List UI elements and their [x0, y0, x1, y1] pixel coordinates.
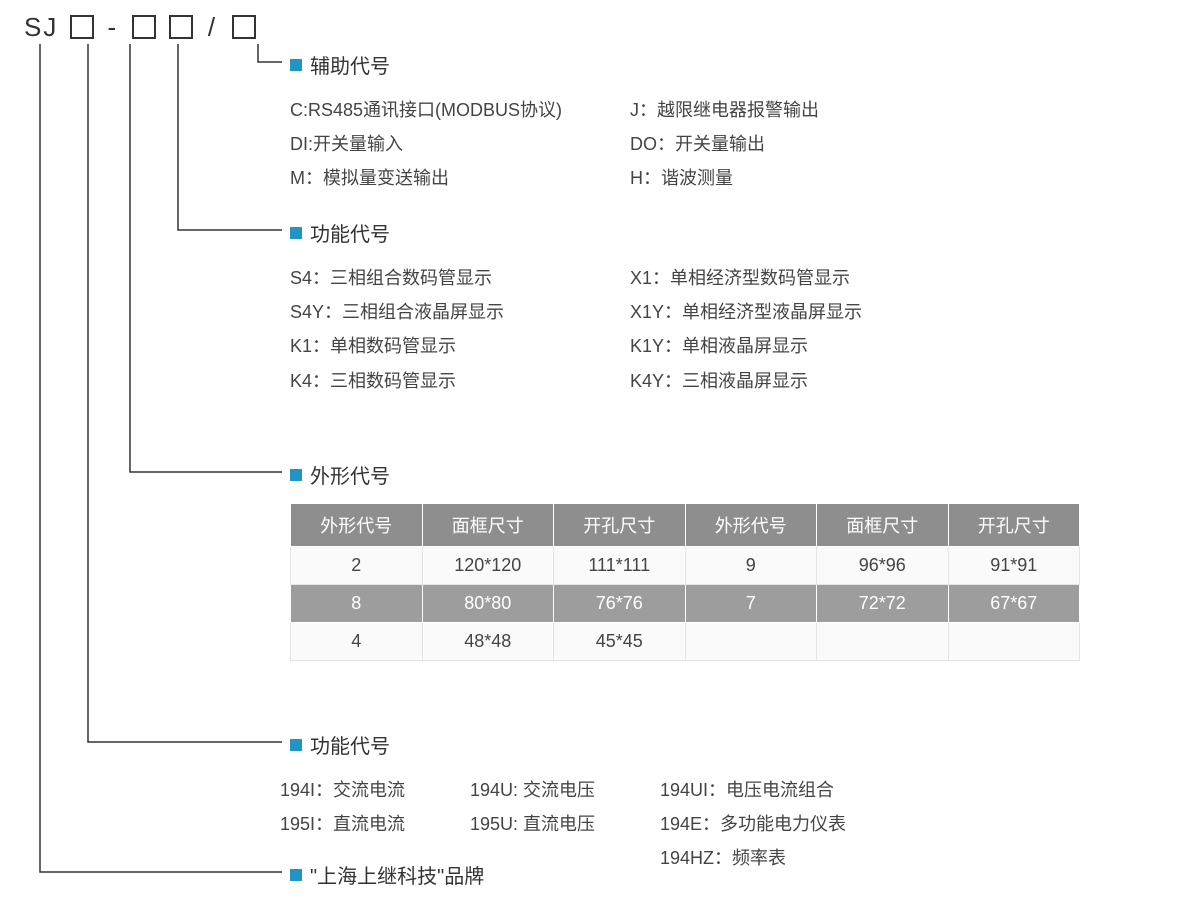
td: 45*45 — [554, 623, 686, 661]
td — [685, 623, 817, 661]
section-aux-title-row: 辅助代号 — [290, 50, 970, 79]
func1-item: K1：单相数码管显示 — [290, 329, 630, 363]
section-brand-title-row: "上海上继科技"品牌 — [290, 860, 484, 889]
th: 面框尺寸 — [817, 504, 949, 547]
section-func1: 功能代号 S4：三相组合数码管显示X1：单相经济型数码管显示 S4Y：三相组合液… — [290, 218, 970, 398]
dash: - — [105, 12, 121, 43]
table-row: 8 80*80 76*76 7 72*72 67*67 — [291, 585, 1080, 623]
table-row: 2 120*120 111*111 9 96*96 91*91 — [291, 547, 1080, 585]
section-shape: 外形代号 外形代号 面框尺寸 开孔尺寸 外形代号 面框尺寸 开孔尺寸 2 120… — [290, 460, 1080, 661]
slash: / — [205, 12, 221, 43]
aux-item: DO：开关量输出 — [630, 127, 970, 161]
func2-item: 194E：多功能电力仪表 — [660, 807, 920, 841]
aux-item: J：越限继电器报警输出 — [630, 93, 970, 127]
placeholder-box-1 — [70, 15, 94, 39]
placeholder-box-3 — [169, 15, 193, 39]
section-shape-title: 外形代号 — [310, 460, 390, 489]
td: 9 — [685, 547, 817, 585]
section-brand: "上海上继科技"品牌 — [290, 860, 484, 889]
aux-item: H：谐波测量 — [630, 161, 970, 195]
func1-items: S4：三相组合数码管显示X1：单相经济型数码管显示 S4Y：三相组合液晶屏显示X… — [290, 261, 970, 398]
td — [817, 623, 949, 661]
section-aux-title: 辅助代号 — [310, 50, 390, 79]
func2-item: 195I：直流电流 — [280, 807, 470, 841]
func2-item: 194UI：电压电流组合 — [660, 773, 920, 807]
aux-item: M：模拟量变送输出 — [290, 161, 630, 195]
td: 96*96 — [817, 547, 949, 585]
func2-item: 194HZ：频率表 — [660, 841, 920, 875]
td — [948, 623, 1080, 661]
func1-item: K1Y：单相液晶屏显示 — [630, 329, 970, 363]
func2-item: 195U: 直流电压 — [470, 807, 660, 841]
td: 120*120 — [422, 547, 554, 585]
bullet-icon — [290, 469, 302, 481]
th: 面框尺寸 — [422, 504, 554, 547]
section-func2-title: 功能代号 — [310, 730, 390, 759]
shape-table: 外形代号 面框尺寸 开孔尺寸 外形代号 面框尺寸 开孔尺寸 2 120*120 … — [290, 503, 1080, 661]
td: 111*111 — [554, 547, 686, 585]
th: 开孔尺寸 — [948, 504, 1080, 547]
section-brand-title: "上海上继科技"品牌 — [310, 860, 484, 889]
prefix-sj: SJ — [24, 12, 58, 43]
placeholder-box-2 — [132, 15, 156, 39]
td: 4 — [291, 623, 423, 661]
func1-item: X1Y：单相经济型液晶屏显示 — [630, 295, 970, 329]
td: 76*76 — [554, 585, 686, 623]
td: 7 — [685, 585, 817, 623]
td: 2 — [291, 547, 423, 585]
section-aux: 辅助代号 C:RS485通讯接口(MODBUS协议)J：越限继电器报警输出 DI… — [290, 50, 970, 196]
td: 91*91 — [948, 547, 1080, 585]
model-code-row: SJ - / — [24, 10, 258, 43]
func1-item: K4：三相数码管显示 — [290, 364, 630, 398]
aux-item: C:RS485通讯接口(MODBUS协议) — [290, 93, 630, 127]
section-shape-title-row: 外形代号 — [290, 460, 1080, 489]
aux-items: C:RS485通讯接口(MODBUS协议)J：越限继电器报警输出 DI:开关量输… — [290, 93, 970, 196]
func1-item: S4：三相组合数码管显示 — [290, 261, 630, 295]
table-header-row: 外形代号 面框尺寸 开孔尺寸 外形代号 面框尺寸 开孔尺寸 — [291, 504, 1080, 547]
td: 80*80 — [422, 585, 554, 623]
section-func2-title-row: 功能代号 — [290, 730, 920, 759]
td: 72*72 — [817, 585, 949, 623]
func1-item: K4Y：三相液晶屏显示 — [630, 364, 970, 398]
th: 外形代号 — [291, 504, 423, 547]
func1-item: X1：单相经济型数码管显示 — [630, 261, 970, 295]
func2-item: 194U: 交流电压 — [470, 773, 660, 807]
section-func2: 功能代号 194I：交流电流 194U: 交流电压 194UI：电压电流组合 1… — [290, 730, 920, 876]
bullet-icon — [290, 739, 302, 751]
td: 48*48 — [422, 623, 554, 661]
td: 8 — [291, 585, 423, 623]
aux-item: DI:开关量输入 — [290, 127, 630, 161]
table-row: 4 48*48 45*45 — [291, 623, 1080, 661]
func2-item: 194I：交流电流 — [280, 773, 470, 807]
section-func1-title: 功能代号 — [310, 218, 390, 247]
bullet-icon — [290, 227, 302, 239]
td: 67*67 — [948, 585, 1080, 623]
th: 外形代号 — [685, 504, 817, 547]
bullet-icon — [290, 59, 302, 71]
func1-item: S4Y：三相组合液晶屏显示 — [290, 295, 630, 329]
bullet-icon — [290, 869, 302, 881]
placeholder-box-4 — [232, 15, 256, 39]
func2-item — [470, 841, 660, 875]
th: 开孔尺寸 — [554, 504, 686, 547]
section-func1-title-row: 功能代号 — [290, 218, 970, 247]
